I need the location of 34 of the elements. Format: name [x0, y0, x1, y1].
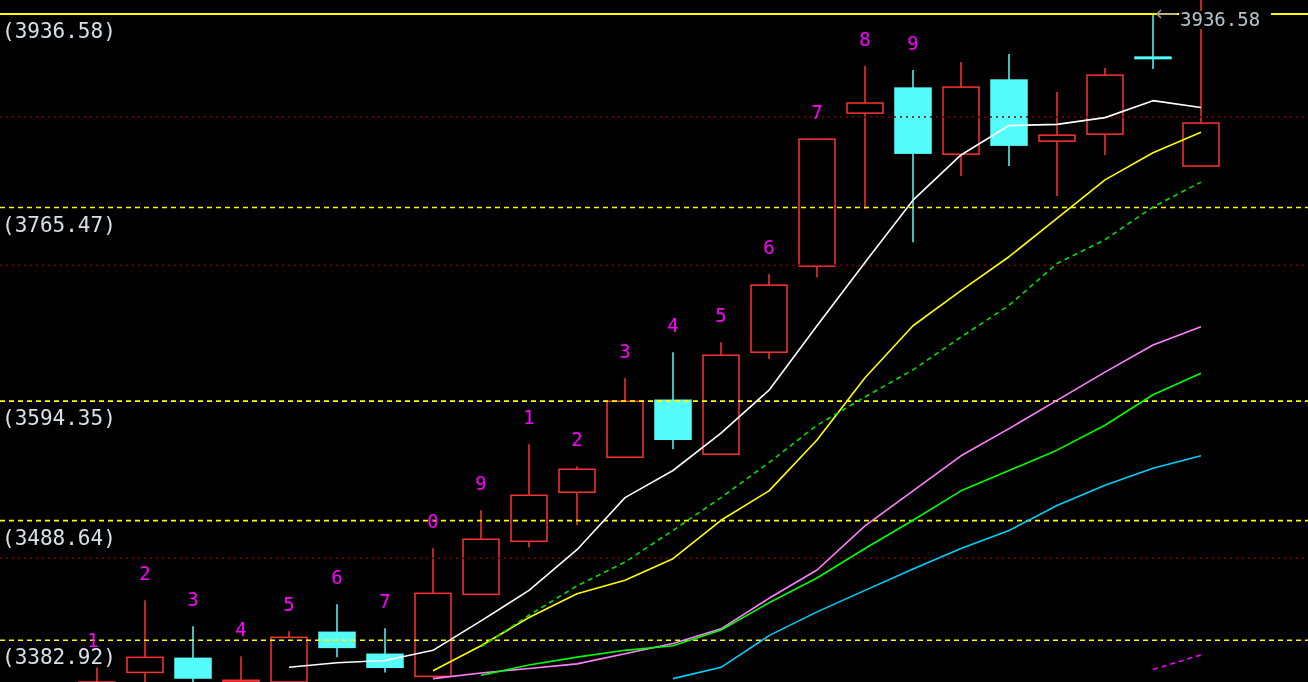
annotation: 4	[667, 313, 679, 336]
annotation: 8	[859, 27, 871, 50]
candlestick	[318, 603, 356, 659]
annotation: 2	[139, 561, 151, 584]
candlestick	[846, 65, 884, 210]
annotation: 3936.58	[1180, 7, 1261, 30]
candlestick	[894, 69, 932, 243]
annotation: 6	[331, 565, 343, 588]
annotation: 5	[283, 592, 295, 615]
annotation: 5	[715, 303, 727, 326]
candlestick	[750, 273, 788, 360]
annotation: 2	[571, 427, 583, 450]
annotation: 7	[811, 100, 823, 123]
ref-line-label: (3936.58)	[2, 19, 116, 44]
annotation: 1	[523, 405, 535, 428]
candlestick	[654, 351, 692, 450]
candlestick	[942, 61, 980, 177]
candlestick	[1086, 67, 1124, 156]
ref-line-label: (3594.35)	[2, 406, 116, 431]
candlestick	[174, 625, 212, 682]
candlestick	[1038, 91, 1076, 197]
annotation: 3	[619, 339, 631, 362]
annotation: 9	[475, 471, 487, 494]
ref-line-label: (3765.47)	[2, 212, 116, 237]
candlestick	[510, 443, 548, 549]
annotation: 6	[763, 235, 775, 258]
candlestick	[558, 465, 596, 526]
annotation: 9	[907, 31, 919, 54]
annotation: 4	[235, 617, 247, 640]
annotation: 3	[187, 587, 199, 610]
annotation: 0	[427, 509, 439, 532]
ref-line-label: (3488.64)	[2, 525, 116, 550]
annotation: 7	[379, 589, 391, 612]
candlestick	[990, 53, 1028, 167]
